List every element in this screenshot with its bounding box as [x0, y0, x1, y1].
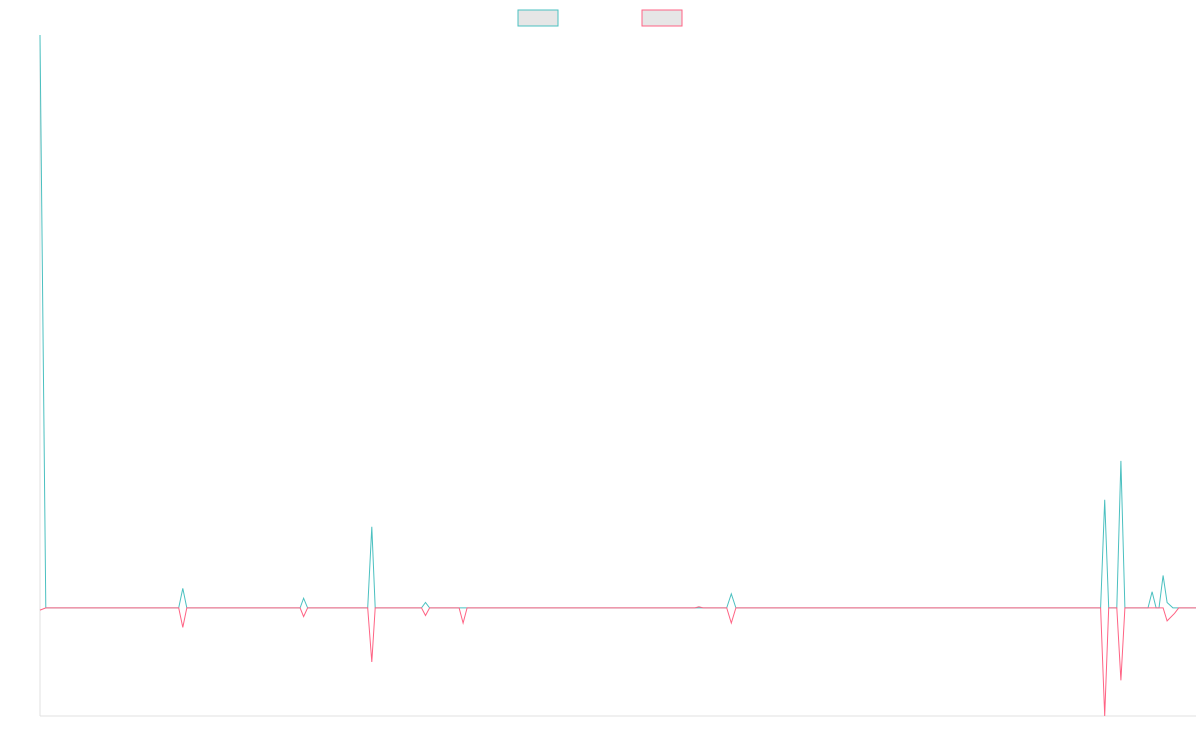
chart-legend — [517, 9, 683, 27]
legend-swatch-2[interactable] — [641, 9, 683, 27]
series-line-2 — [39, 606, 1196, 717]
legend-item-2[interactable] — [641, 9, 683, 27]
legend-swatch-1[interactable] — [517, 9, 559, 27]
legend-item-1[interactable] — [517, 9, 559, 27]
chart-series — [39, 34, 1196, 717]
series-line-1 — [39, 34, 1196, 609]
chart-axes — [39, 35, 1196, 717]
